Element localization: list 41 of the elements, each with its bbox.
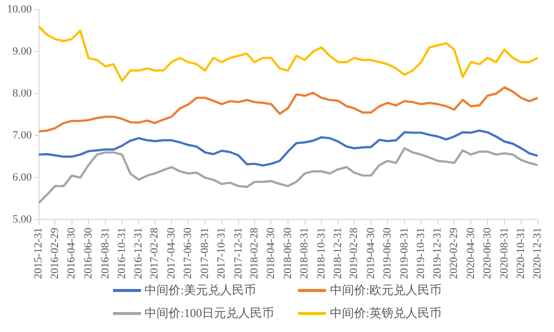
y-tick-label: 10.00: [7, 3, 32, 16]
x-tick-label: 2020-12-31: [532, 228, 544, 279]
x-tick-label: 2018-10-31: [315, 228, 328, 279]
x-tick-label: 2016-06-30: [82, 227, 94, 279]
x-tick-label: 2017-12-31: [232, 228, 244, 279]
y-tick-label: 8.00: [12, 88, 32, 100]
x-tick-label: 2015-12-31: [32, 228, 45, 279]
x-tick-label: 2016-10-31: [116, 228, 128, 279]
x-tick-label: 2018-04-30: [265, 227, 278, 279]
x-tick-label: 2017-08-31: [198, 228, 211, 279]
legend-label: 中间价:英镑兑人民币: [330, 305, 442, 322]
x-tick-label: 2019-08-31: [398, 228, 410, 279]
legend-label: 中间价:欧元兑人民币: [330, 282, 442, 299]
x-tick-label: 2016-12-31: [132, 228, 145, 279]
x-tick-label: 2019-10-31: [415, 228, 428, 279]
x-tick-label: 2020-02-29: [448, 227, 460, 279]
x-tick-label: 2016-02-29: [49, 227, 62, 279]
y-tick-label: 9.00: [12, 46, 32, 58]
x-tick-label: 2016-08-31: [99, 228, 112, 279]
x-tick-label: 2019-06-30: [381, 227, 394, 279]
x-tick-label: 2016-04-30: [66, 227, 78, 279]
x-tick-label: 2018-02-28: [248, 227, 260, 279]
legend-label: 中间价:100日元兑人民币: [144, 305, 274, 322]
x-tick-label: 2020-06-30: [481, 227, 494, 279]
x-tick-label: 2017-10-31: [216, 228, 228, 279]
x-tick-label: 2017-06-30: [182, 227, 194, 279]
x-tick-label: 2018-06-30: [282, 227, 294, 279]
y-tick-label: 7.00: [12, 130, 32, 142]
x-tick-label: 2019-02-28: [348, 227, 360, 279]
x-tick-label: 2020-10-31: [515, 228, 528, 279]
y-tick-label: 5.00: [12, 214, 32, 226]
legend-label: 中间价:美元兑人民币: [144, 282, 256, 299]
x-tick-label: 2019-12-31: [432, 228, 444, 279]
x-tick-label: 2020-04-30: [464, 227, 477, 279]
x-tick-label: 2019-04-30: [364, 227, 377, 279]
x-tick-label: 2018-08-31: [298, 228, 311, 279]
x-tick-label: 2017-04-30: [165, 227, 178, 279]
y-tick-label: 6.00: [12, 172, 32, 184]
x-tick-label: 2018-12-31: [332, 228, 344, 279]
x-tick-label: 2020-08-31: [498, 228, 510, 279]
x-tick-label: 2017-02-28: [148, 227, 161, 279]
